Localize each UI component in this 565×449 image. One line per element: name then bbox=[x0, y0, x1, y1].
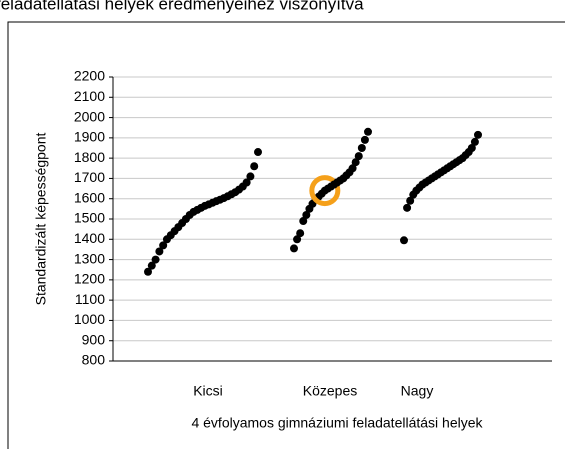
y-tick-label: 900 bbox=[82, 331, 106, 347]
data-point bbox=[293, 235, 302, 244]
data-point bbox=[147, 261, 156, 270]
data-point bbox=[400, 236, 408, 245]
highlight-ring bbox=[309, 175, 341, 207]
data-point bbox=[299, 217, 308, 226]
y-axis-label: Standardizált képességpont bbox=[33, 133, 49, 306]
data-point bbox=[302, 210, 311, 219]
data-point bbox=[348, 164, 357, 173]
data-point bbox=[290, 244, 298, 253]
y-tick-label: 2100 bbox=[74, 88, 105, 104]
data-point bbox=[254, 148, 262, 157]
y-tick-label: 1400 bbox=[74, 230, 105, 246]
x-axis-label: 4 évfolyamos gimnáziumi feladatellátási … bbox=[191, 415, 483, 431]
y-tick-label: 1500 bbox=[74, 210, 105, 226]
data-point bbox=[242, 178, 251, 187]
data-point bbox=[155, 247, 164, 256]
y-tick-label: 1300 bbox=[74, 250, 105, 266]
x-tick-label: Nagy bbox=[401, 383, 434, 399]
data-point bbox=[357, 144, 366, 152]
data-point bbox=[470, 137, 479, 146]
x-tick-label: Közepes bbox=[303, 383, 357, 399]
data-point bbox=[250, 162, 259, 171]
y-tick-label: 800 bbox=[82, 352, 106, 368]
data-point bbox=[151, 255, 160, 264]
data-point bbox=[351, 158, 360, 167]
data-point bbox=[467, 144, 476, 152]
y-tick-label: 1600 bbox=[74, 189, 105, 205]
y-tick-label: 1700 bbox=[74, 169, 105, 185]
data-point bbox=[406, 196, 415, 205]
y-tick-label: 1200 bbox=[74, 271, 105, 287]
data-point bbox=[364, 127, 372, 136]
data-point bbox=[246, 172, 255, 181]
data-point bbox=[144, 267, 152, 276]
data-point bbox=[354, 152, 363, 161]
chart-title: feladatellátási helyek eredményeihez vis… bbox=[0, 0, 364, 13]
y-tick-label: 1800 bbox=[74, 149, 105, 165]
y-tick-label: 2200 bbox=[74, 68, 105, 84]
data-point bbox=[159, 241, 168, 250]
data-point bbox=[296, 229, 305, 238]
y-tick-label: 1000 bbox=[74, 311, 105, 327]
y-tick-label: 2000 bbox=[74, 108, 105, 124]
x-tick-label: Kicsi bbox=[193, 383, 223, 399]
data-point bbox=[360, 135, 369, 144]
chart-frame bbox=[7, 21, 565, 449]
y-tick-label: 1900 bbox=[74, 129, 105, 145]
data-point bbox=[474, 130, 482, 139]
data-point bbox=[403, 203, 412, 212]
y-tick-label: 1100 bbox=[75, 291, 105, 307]
